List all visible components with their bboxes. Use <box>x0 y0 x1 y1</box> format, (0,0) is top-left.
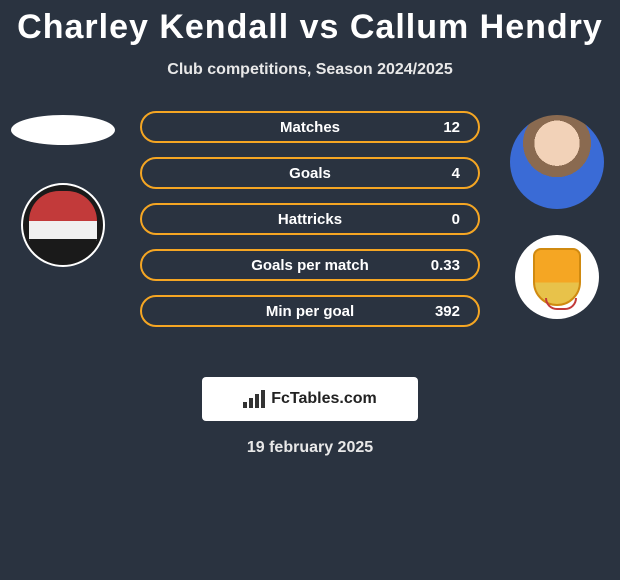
stat-row: Hattricks 0 <box>140 203 480 235</box>
stat-row: Min per goal 392 <box>140 295 480 327</box>
brand-badge: FcTables.com <box>202 377 418 421</box>
stats-list: Matches 12 Goals 4 Hattricks 0 Goals per… <box>140 111 480 327</box>
stat-row: Goals 4 <box>140 157 480 189</box>
stat-value-right: 0.33 <box>431 257 460 274</box>
left-column <box>8 111 118 267</box>
page-title: Charley Kendall vs Callum Hendry <box>0 0 620 47</box>
subtitle: Club competitions, Season 2024/2025 <box>0 61 620 79</box>
club-badge-right <box>515 235 599 319</box>
stat-label: Hattricks <box>278 211 342 228</box>
stat-value-right: 392 <box>435 303 460 320</box>
comparison-area: Matches 12 Goals 4 Hattricks 0 Goals per… <box>0 111 620 351</box>
player-photo-right <box>510 115 604 209</box>
stat-label: Matches <box>280 119 340 136</box>
right-column <box>502 111 612 319</box>
bar-chart-icon <box>243 390 265 408</box>
stat-value-right: 0 <box>452 211 460 228</box>
stat-value-right: 12 <box>443 119 460 136</box>
stat-label: Min per goal <box>266 303 354 320</box>
stat-label: Goals <box>289 165 331 182</box>
date-label: 19 february 2025 <box>0 439 620 457</box>
stat-label: Goals per match <box>251 257 369 274</box>
brand-text: FcTables.com <box>271 390 377 408</box>
stat-row: Matches 12 <box>140 111 480 143</box>
stat-value-right: 4 <box>452 165 460 182</box>
player-photo-left <box>11 115 115 145</box>
stat-row: Goals per match 0.33 <box>140 249 480 281</box>
club-badge-left <box>21 183 105 267</box>
